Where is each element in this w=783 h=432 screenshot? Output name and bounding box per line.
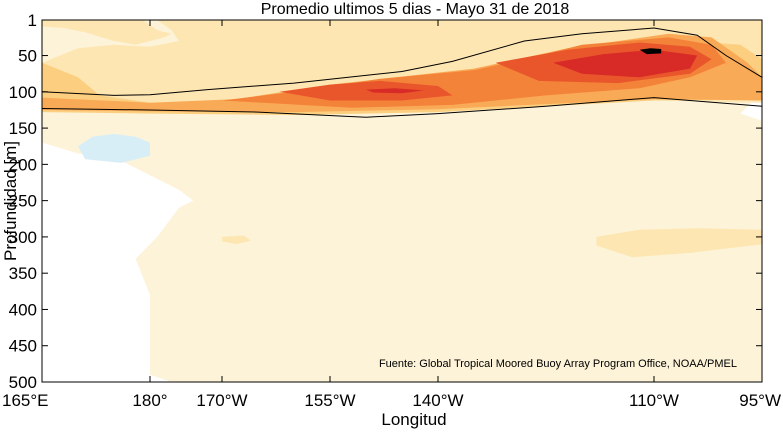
y-tick-label-400: 400 [9, 300, 37, 319]
isotherm-upper-line [41, 27, 763, 96]
contour-region-l7-12 [366, 88, 424, 94]
x-tick-label-205: 155°W [304, 391, 355, 410]
y-tick-label-150: 150 [9, 119, 37, 138]
contour-region-l2-3 [42, 20, 172, 45]
y-axis-title: Profundidad [m] [1, 141, 20, 261]
contour-region-n1-1 [78, 133, 150, 163]
contour-region-l2-5 [596, 228, 762, 258]
source-annotation: Fuente: Global Tropical Moored Buoy Arra… [379, 358, 737, 370]
y-tick-label-250: 250 [9, 192, 37, 211]
x-axis-title: Longitud [381, 410, 446, 429]
x-tick-label-180: 180° [132, 391, 167, 410]
y-tick-label-1: 1 [28, 11, 37, 30]
y-tick-label-350: 350 [9, 264, 37, 283]
isotherm-lower-line [41, 97, 763, 118]
x-tick-label-265: 95°W [739, 391, 781, 410]
y-tick-label-50: 50 [18, 47, 37, 66]
y-tick-label-500: 500 [9, 373, 37, 392]
x-tick-label-250: 110°W [629, 391, 679, 410]
y-tick-label-300: 300 [9, 228, 37, 247]
chart-title: Promedio ultimos 5 dias - Mayo 31 de 201… [261, 1, 570, 18]
y-tick-label-200: 200 [9, 155, 37, 174]
y-tick-label-100: 100 [9, 83, 37, 102]
y-tick-label-450: 450 [9, 337, 37, 356]
contour-region-n1-2 [121, 136, 136, 142]
x-tick-label-190: 170°W [196, 391, 247, 410]
x-tick-label-220: 140°W [412, 391, 463, 410]
x-axis-ticks: 165°E 180° 170°W 155°W 140°W 110°W 95°W [2, 20, 781, 410]
x-tick-label-165: 165°E [2, 391, 49, 410]
contour-fills [42, 20, 762, 382]
contour-region-l7-13 [553, 49, 698, 78]
contour-region-l8-14 [639, 48, 662, 55]
contour-lines [41, 27, 763, 118]
contour-region-l6-10 [279, 80, 453, 101]
contour-region-l2-6 [222, 235, 251, 245]
